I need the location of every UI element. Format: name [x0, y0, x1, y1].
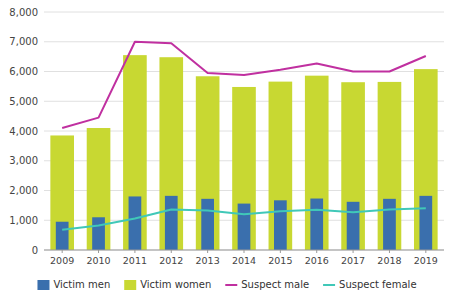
bar: [419, 196, 432, 250]
bar: [129, 196, 142, 250]
bar: [305, 76, 329, 250]
bar: [87, 128, 111, 250]
line: [62, 42, 426, 128]
x-tick: [280, 250, 281, 253]
bar: [378, 82, 402, 250]
x-tick: [353, 250, 354, 253]
chart: 0 1,000 2,000 3,000 4,000 5,000 6,000 7,000 8,00…: [0, 0, 454, 302]
y-tick-label: 8,000: [9, 7, 38, 18]
x-tick-label: 2018: [377, 255, 401, 266]
legend-item: Victim women: [124, 279, 211, 290]
legend: Victim men Victim women Suspect male Suspec…: [37, 279, 416, 290]
bar: [50, 135, 74, 250]
x-tick: [98, 250, 99, 253]
x-tick: [316, 250, 317, 253]
line: [62, 208, 426, 229]
bar: [159, 57, 183, 250]
y-tick-label: 1,000: [9, 215, 38, 226]
bar-series: [56, 196, 432, 250]
bar: [347, 202, 360, 250]
legend-swatch: [323, 284, 335, 286]
legend-swatch: [37, 280, 49, 290]
bar: [165, 196, 178, 250]
bar-series: [50, 55, 437, 250]
x-axis: 2009 2010 2011 2012 2013 2014 2015 2016 2017 2018…: [44, 250, 444, 266]
grid-line: [44, 41, 444, 42]
x-tick: [244, 250, 245, 253]
bar: [232, 87, 256, 250]
legend-label: Victim women: [140, 279, 211, 290]
x-tick: [134, 250, 135, 253]
y-tick-label: 7,000: [9, 36, 38, 47]
y-tick-label: 3,000: [9, 155, 38, 166]
y-axis: 0 1,000 2,000 3,000 4,000 5,000 6,000 7,000 8,00…: [9, 7, 444, 256]
legend-label: Suspect male: [241, 279, 309, 290]
x-tick-label: 2010: [86, 255, 110, 266]
legend-swatch: [225, 284, 237, 286]
legend-label: Suspect female: [339, 279, 416, 290]
x-tick-label: 2016: [305, 255, 329, 266]
x-tick-label: 2014: [232, 255, 256, 266]
x-tick-label: 2009: [50, 255, 74, 266]
bar: [341, 82, 365, 250]
x-tick-label: 2019: [414, 255, 438, 266]
bar: [92, 217, 105, 250]
y-tick-label: 5,000: [9, 96, 38, 107]
x-tick: [389, 250, 390, 253]
legend-label: Victim men: [53, 279, 110, 290]
y-tick-label: 2,000: [9, 185, 38, 196]
x-tick: [425, 250, 426, 253]
bar: [238, 204, 251, 250]
legend-item: Suspect female: [323, 279, 416, 290]
legend-swatch: [124, 280, 136, 290]
x-tick: [62, 250, 63, 253]
bar: [196, 76, 220, 250]
bar: [310, 199, 323, 250]
x-tick-label: 2013: [196, 255, 220, 266]
bar: [269, 82, 293, 250]
y-tick-label: 0: [32, 245, 38, 256]
bar: [201, 199, 214, 250]
bar: [414, 69, 438, 250]
bar: [383, 199, 396, 250]
x-tick-label: 2011: [123, 255, 147, 266]
legend-item: Suspect male: [225, 279, 309, 290]
x-tick: [207, 250, 208, 253]
y-tick-label: 4,000: [9, 126, 38, 137]
x-tick-label: 2012: [159, 255, 183, 266]
x-tick-label: 2017: [341, 255, 365, 266]
bar: [56, 222, 69, 250]
plot-area: [50, 42, 437, 250]
y-tick-label: 6,000: [9, 66, 38, 77]
bar: [274, 200, 287, 250]
x-tick: [171, 250, 172, 253]
grid-line: [44, 12, 444, 13]
x-tick-label: 2015: [268, 255, 292, 266]
legend-item: Victim men: [37, 279, 110, 290]
